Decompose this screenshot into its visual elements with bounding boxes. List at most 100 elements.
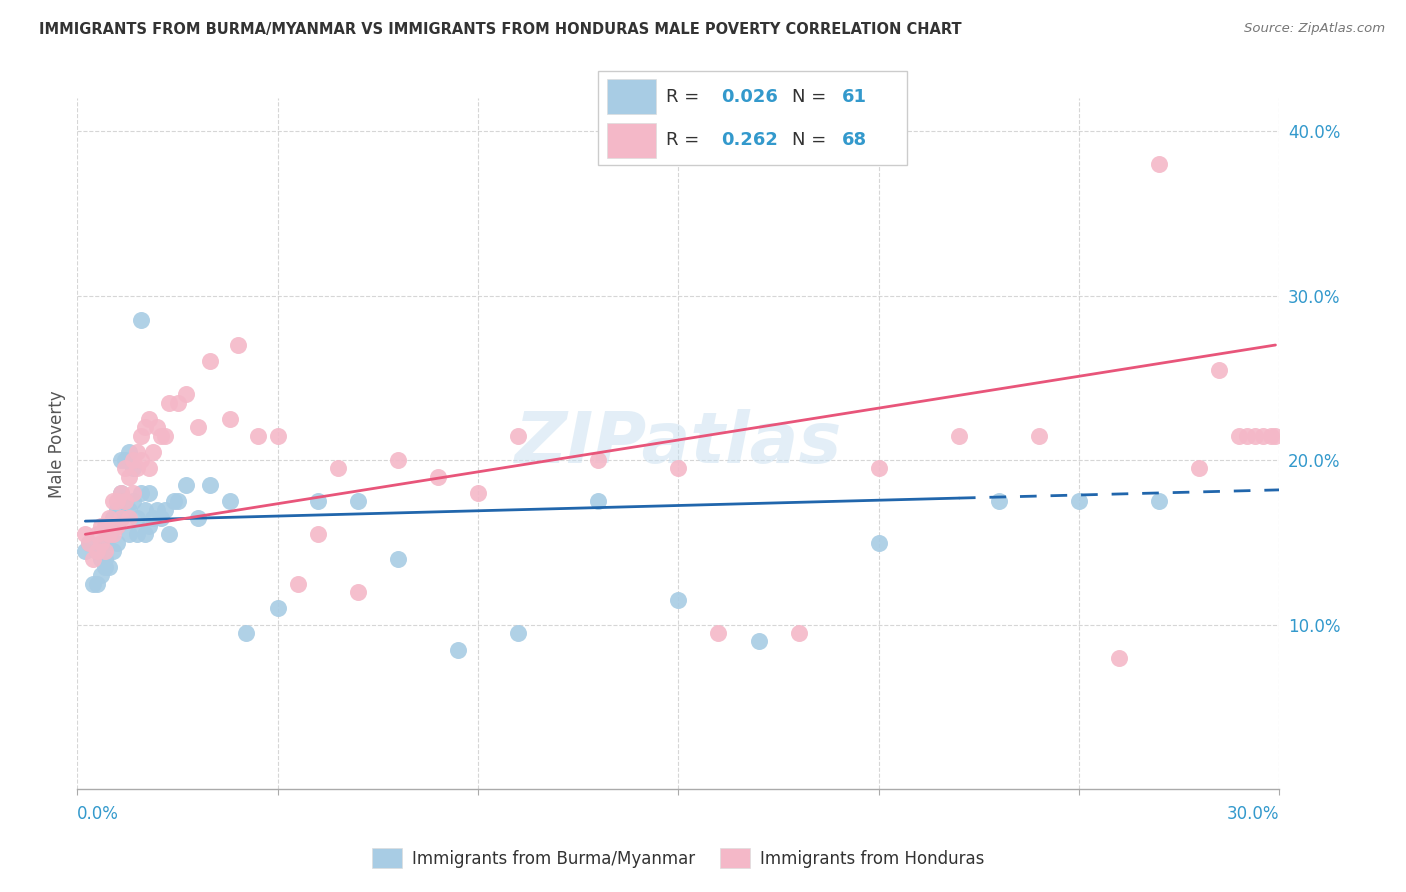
- Text: 30.0%: 30.0%: [1227, 805, 1279, 822]
- Point: [246, 428, 269, 442]
- Legend: Immigrants from Burma/Myanmar, Immigrants from Honduras: Immigrants from Burma/Myanmar, Immigrant…: [366, 842, 991, 874]
- Point: [94, 535, 117, 549]
- Point: [118, 511, 141, 525]
- Point: [114, 453, 136, 467]
- Point: [787, 626, 810, 640]
- Text: 0.026: 0.026: [721, 87, 778, 105]
- Point: [186, 420, 209, 434]
- Text: 0.262: 0.262: [721, 131, 778, 149]
- Point: [162, 494, 184, 508]
- Point: [287, 576, 309, 591]
- Point: [134, 527, 156, 541]
- Point: [114, 461, 136, 475]
- Point: [467, 486, 489, 500]
- Point: [1208, 362, 1230, 376]
- Point: [159, 527, 181, 541]
- Point: [134, 502, 156, 516]
- FancyBboxPatch shape: [598, 71, 907, 165]
- Point: [508, 428, 530, 442]
- Point: [748, 634, 770, 648]
- Point: [668, 461, 690, 475]
- Point: [198, 478, 221, 492]
- Point: [90, 519, 112, 533]
- Text: N =: N =: [793, 87, 832, 105]
- Point: [98, 527, 121, 541]
- Point: [90, 535, 112, 549]
- Text: 68: 68: [842, 131, 868, 149]
- Point: [1149, 157, 1171, 171]
- Point: [107, 494, 129, 508]
- Text: 0.0%: 0.0%: [77, 805, 120, 822]
- Point: [107, 519, 129, 533]
- Point: [988, 494, 1011, 508]
- Point: [1149, 494, 1171, 508]
- Point: [103, 494, 125, 508]
- Point: [146, 502, 169, 516]
- Text: IMMIGRANTS FROM BURMA/MYANMAR VS IMMIGRANTS FROM HONDURAS MALE POVERTY CORRELATI: IMMIGRANTS FROM BURMA/MYANMAR VS IMMIGRA…: [39, 22, 962, 37]
- FancyBboxPatch shape: [607, 78, 657, 114]
- Point: [118, 445, 141, 459]
- FancyBboxPatch shape: [607, 123, 657, 159]
- Point: [110, 486, 132, 500]
- Point: [90, 568, 112, 582]
- Point: [387, 552, 409, 566]
- Point: [347, 494, 370, 508]
- Point: [131, 453, 153, 467]
- Y-axis label: Male Poverty: Male Poverty: [48, 390, 66, 498]
- Point: [122, 494, 145, 508]
- Point: [98, 527, 121, 541]
- Point: [1229, 428, 1251, 442]
- Point: [174, 387, 197, 401]
- Point: [588, 453, 610, 467]
- Point: [75, 527, 97, 541]
- Point: [1264, 428, 1286, 442]
- Point: [1253, 428, 1275, 442]
- Point: [110, 511, 132, 525]
- Point: [107, 519, 129, 533]
- Point: [103, 511, 125, 525]
- Point: [447, 642, 470, 657]
- Point: [94, 543, 117, 558]
- Point: [186, 511, 209, 525]
- Point: [127, 445, 149, 459]
- Point: [155, 502, 177, 516]
- Point: [90, 552, 112, 566]
- Point: [122, 486, 145, 500]
- Point: [218, 412, 240, 426]
- Point: [150, 511, 173, 525]
- Point: [110, 453, 132, 467]
- Point: [98, 560, 121, 574]
- Point: [79, 535, 101, 549]
- Point: [1108, 650, 1130, 665]
- Point: [1028, 428, 1050, 442]
- Point: [122, 453, 145, 467]
- Point: [86, 543, 108, 558]
- Point: [127, 511, 149, 525]
- Point: [79, 535, 101, 549]
- Text: Source: ZipAtlas.com: Source: ZipAtlas.com: [1244, 22, 1385, 36]
- Point: [174, 478, 197, 492]
- Point: [307, 494, 329, 508]
- Point: [131, 313, 153, 327]
- Point: [94, 560, 117, 574]
- Point: [110, 511, 132, 525]
- Point: [82, 552, 104, 566]
- Point: [118, 527, 141, 541]
- Point: [118, 469, 141, 483]
- Point: [107, 535, 129, 549]
- Point: [114, 494, 136, 508]
- Point: [155, 428, 177, 442]
- Point: [146, 420, 169, 434]
- Point: [142, 511, 165, 525]
- Point: [107, 502, 129, 516]
- Text: R =: R =: [665, 87, 704, 105]
- Point: [142, 445, 165, 459]
- Point: [134, 420, 156, 434]
- Point: [138, 412, 160, 426]
- Point: [75, 543, 97, 558]
- Point: [868, 461, 890, 475]
- Point: [118, 502, 141, 516]
- Text: N =: N =: [793, 131, 832, 149]
- Point: [127, 461, 149, 475]
- Point: [94, 552, 117, 566]
